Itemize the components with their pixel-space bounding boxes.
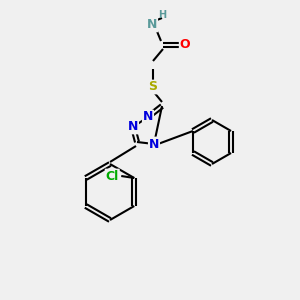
Text: Cl: Cl [106,169,119,182]
Text: S: S [148,80,158,94]
Text: O: O [180,38,190,52]
Text: N: N [149,137,159,151]
Text: N: N [128,121,138,134]
Text: N: N [143,110,153,124]
Text: H: H [158,10,166,20]
Text: N: N [147,19,157,32]
